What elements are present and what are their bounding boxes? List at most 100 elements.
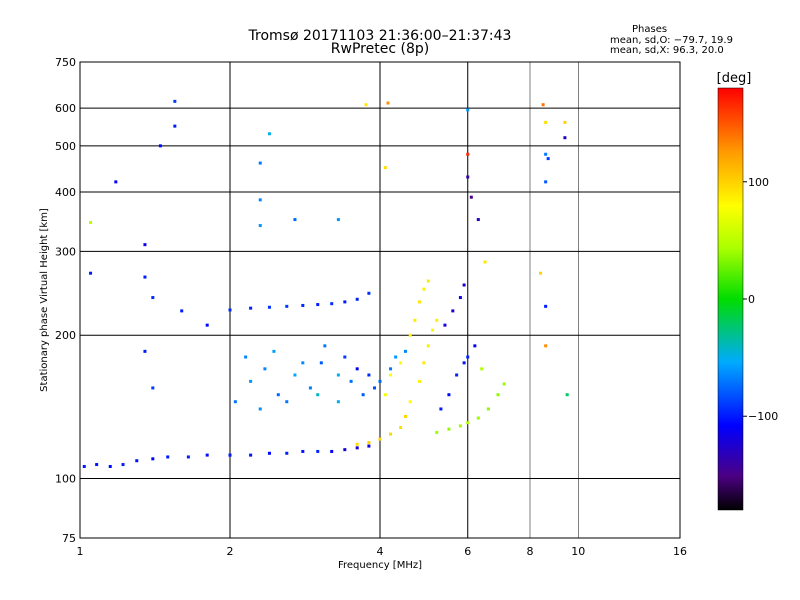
data-point [544, 120, 548, 124]
data-point [114, 180, 118, 184]
data-point [319, 361, 323, 365]
data-point [466, 152, 470, 156]
y-axis-label: Stationary phase Virtual Height [km] [39, 208, 50, 392]
data-point [267, 132, 271, 136]
data-point [355, 367, 359, 371]
data-point [316, 303, 320, 307]
data-point [316, 393, 320, 397]
data-point [343, 300, 347, 304]
data-point [544, 180, 548, 184]
data-point [417, 379, 421, 383]
y-tick-label: 75 [62, 532, 76, 545]
data-point [496, 393, 500, 397]
data-point [135, 459, 139, 463]
data-point [443, 323, 447, 327]
data-point [205, 453, 209, 457]
data-point [563, 120, 567, 124]
data-point [349, 379, 353, 383]
data-point [285, 451, 289, 455]
data-point [258, 161, 262, 165]
data-point [408, 333, 412, 337]
data-point [476, 218, 480, 222]
data-point [143, 275, 147, 279]
grid-lines [80, 62, 680, 538]
data-point [364, 103, 368, 107]
data-point [469, 195, 473, 199]
data-point [378, 379, 382, 383]
data-point [173, 99, 177, 103]
y-tick-label: 300 [55, 245, 76, 258]
data-point [249, 306, 253, 310]
data-point [403, 414, 407, 418]
data-point [121, 463, 125, 467]
data-point [486, 407, 490, 411]
data-point [249, 379, 253, 383]
data-point [228, 308, 232, 312]
data-point [355, 297, 359, 301]
data-point [293, 218, 297, 222]
data-point [173, 124, 177, 128]
chart-title: Tromsø 20171103 21:36:00–21:37:43 [248, 28, 512, 44]
data-point [258, 407, 262, 411]
data-point [417, 300, 421, 304]
data-point [544, 152, 548, 156]
data-point [435, 430, 439, 434]
y-tick-label: 400 [55, 186, 76, 199]
data-point [408, 400, 412, 404]
data-point [285, 304, 289, 308]
data-point [399, 425, 403, 429]
data-point [466, 108, 470, 112]
stats-heading: Phases [632, 24, 668, 35]
data-point [458, 424, 462, 428]
x-tick-label: 6 [464, 545, 471, 558]
data-point [151, 386, 155, 390]
data-point [422, 361, 426, 365]
data-point [389, 367, 393, 371]
data-point [422, 287, 426, 291]
data-point [323, 344, 327, 348]
data-point [293, 373, 297, 377]
data-point [336, 218, 340, 222]
colorbar [717, 87, 744, 511]
data-point [378, 437, 382, 441]
data-point [426, 344, 430, 348]
x-tick-label: 4 [377, 545, 384, 558]
data-point [263, 367, 267, 371]
stats-x-mode: mean, sd,X: 96.3, 20.0 [610, 45, 724, 56]
data-point [563, 136, 567, 140]
data-point [447, 393, 451, 397]
data-point [276, 393, 280, 397]
data-point [258, 198, 262, 202]
data-point [466, 355, 470, 359]
data-point [458, 296, 462, 300]
data-point [330, 302, 334, 306]
data-point [336, 400, 340, 404]
plot-frame [79, 61, 681, 539]
data-point [539, 271, 543, 275]
data-point [343, 355, 347, 359]
data-point [386, 101, 390, 105]
y-tick-label: 750 [55, 56, 76, 69]
x-tick-label: 8 [527, 545, 534, 558]
y-tick-label: 100 [55, 473, 76, 486]
data-point [89, 271, 93, 275]
data-point [143, 243, 147, 247]
data-point [361, 393, 365, 397]
data-point [383, 166, 387, 170]
data-point [180, 309, 184, 313]
data-point [95, 463, 99, 467]
data-point [367, 291, 371, 295]
colorbar-tick-label: 0 [748, 293, 755, 306]
data-point [336, 373, 340, 377]
data-point [476, 416, 480, 420]
x-axis: 1 2 4 6 8 10 16 [77, 545, 688, 558]
data-point [367, 444, 371, 448]
data-point [258, 224, 262, 228]
data-point [373, 386, 377, 390]
data-point [330, 449, 334, 453]
data-point [301, 303, 305, 307]
data-point [546, 157, 550, 161]
x-axis-label: Frequency [MHz] [338, 560, 422, 571]
y-tick-label: 500 [55, 140, 76, 153]
